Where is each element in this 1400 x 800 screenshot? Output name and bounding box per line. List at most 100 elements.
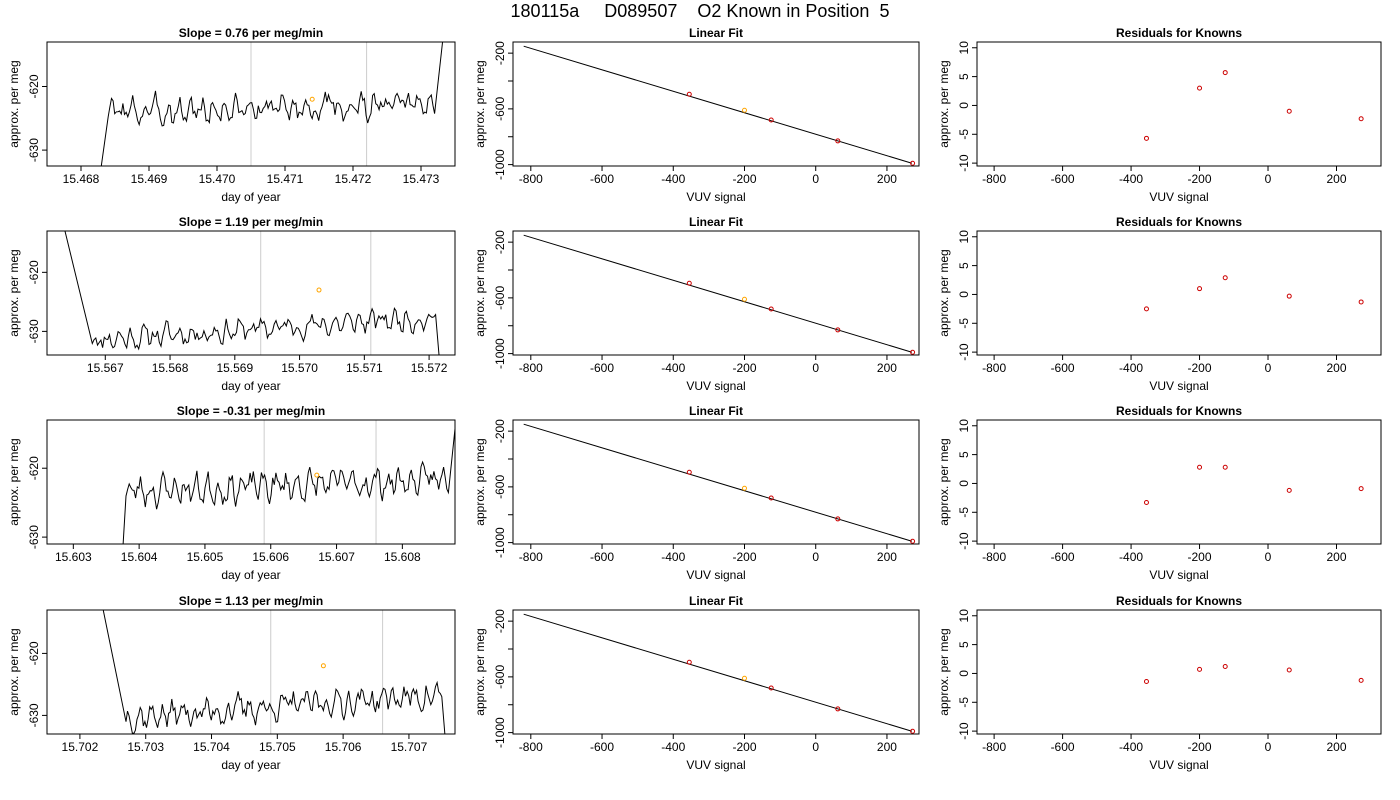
y-axis-label: approx. per meg <box>473 249 487 336</box>
y-axis-label: approx. per meg <box>937 249 951 336</box>
highlight-point <box>309 96 315 102</box>
data-point <box>1358 299 1364 305</box>
x-tick-label: 15.571 <box>346 361 383 375</box>
x-tick-label: 0 <box>812 361 819 375</box>
x-axis-label: VUV signal <box>686 568 745 582</box>
y-axis-label: approx. per meg <box>473 438 487 525</box>
x-tick-label: -800 <box>519 550 543 564</box>
chart-panel: Slope = 0.76 per meg/min 15.468 15.469 15.4… <box>7 26 456 204</box>
data-point <box>1358 486 1364 492</box>
data-point <box>1197 464 1203 470</box>
data-point <box>741 296 747 302</box>
x-axis-label: VUV signal <box>686 190 745 204</box>
data-point <box>1197 286 1203 292</box>
plot-frame <box>46 230 456 356</box>
y-tick-label: -5 <box>957 697 971 708</box>
y-tick-label: 5 <box>957 73 971 80</box>
y-tick-label: 10 <box>957 41 971 55</box>
x-tick-label: 200 <box>1326 361 1346 375</box>
data-point <box>835 138 841 144</box>
x-tick-label: 15.570 <box>281 361 318 375</box>
y-tick-label: -1000 <box>493 717 507 748</box>
y-tick-label: -620 <box>27 74 41 98</box>
y-tick-label: -600 <box>493 475 507 499</box>
y-tick-label: 10 <box>957 419 971 433</box>
x-tick-label: -800 <box>519 740 543 754</box>
data-point <box>1197 666 1203 672</box>
chart-panel: Linear Fit -800 -600 -400 -200 0 200 VUV signal… <box>473 594 920 772</box>
x-tick-label: -400 <box>1119 550 1143 564</box>
data-point <box>835 516 841 522</box>
data-point <box>768 117 774 123</box>
x-tick-label: 0 <box>812 740 819 754</box>
x-axis-label: VUV signal <box>1149 190 1208 204</box>
chart-title: Linear Fit <box>689 215 743 229</box>
x-tick-label: 200 <box>877 550 897 564</box>
data-point <box>1286 108 1292 114</box>
x-tick-label: -600 <box>590 361 614 375</box>
y-tick-label: 0 <box>957 670 971 677</box>
x-tick-label: -200 <box>732 550 756 564</box>
plot-frame <box>512 230 920 356</box>
x-tick-label: 15.606 <box>252 550 289 564</box>
data-point <box>910 349 916 355</box>
data-point <box>741 675 747 681</box>
data-point <box>910 728 916 734</box>
y-tick-label: -200 <box>493 419 507 443</box>
x-tick-label: 15.572 <box>411 361 448 375</box>
y-tick-label: -10 <box>957 532 971 550</box>
data-point <box>1143 499 1149 505</box>
x-tick-label: 15.569 <box>216 361 253 375</box>
x-tick-label: 0 <box>812 172 819 186</box>
x-tick-label: 15.471 <box>267 172 304 186</box>
chart-title: Residuals for Knowns <box>1116 404 1242 418</box>
x-axis-label: day of year <box>221 379 280 393</box>
data-trace <box>64 231 440 355</box>
chart-panel: Slope = 1.13 per meg/min 15.702 15.703 15.7… <box>7 594 456 772</box>
plot-frame <box>46 41 456 167</box>
chart-panel: Linear Fit -800 -600 -400 -200 0 200 VUV signal… <box>473 215 920 393</box>
plot-frame <box>976 41 1382 167</box>
plot-frame <box>46 419 456 545</box>
chart-panel: Linear Fit -800 -600 -400 -200 0 200 VUV signal… <box>473 404 920 582</box>
x-tick-label: 200 <box>877 361 897 375</box>
data-point <box>686 469 692 475</box>
data-point <box>1197 85 1203 91</box>
chart-panel: Residuals for Knowns -800 -600 -400 -200 0 200… <box>937 594 1382 772</box>
data-point <box>741 107 747 113</box>
x-tick-label: 15.707 <box>391 740 428 754</box>
chart-title: Residuals for Knowns <box>1116 26 1242 40</box>
data-point <box>1222 464 1228 470</box>
x-tick-label: 15.608 <box>384 550 421 564</box>
data-point <box>1143 135 1149 141</box>
x-tick-label: -200 <box>1188 550 1212 564</box>
x-tick-label: 15.473 <box>403 172 440 186</box>
x-tick-label: -800 <box>519 172 543 186</box>
y-tick-label: -620 <box>27 260 41 284</box>
x-tick-label: 15.604 <box>121 550 158 564</box>
y-tick-label: -1000 <box>493 527 507 558</box>
data-point <box>1286 667 1292 673</box>
x-tick-label: -200 <box>1188 172 1212 186</box>
x-tick-label: -200 <box>732 361 756 375</box>
x-axis-label: day of year <box>221 758 280 772</box>
data-point <box>741 485 747 491</box>
x-axis-label: day of year <box>221 568 280 582</box>
plot-frame <box>512 419 920 545</box>
x-tick-label: -800 <box>982 550 1006 564</box>
x-tick-label: 200 <box>1326 740 1346 754</box>
y-tick-label: 10 <box>957 230 971 244</box>
x-axis-label: VUV signal <box>1149 379 1208 393</box>
x-tick-label: 15.703 <box>127 740 164 754</box>
chart-title: Slope = 1.19 per meg/min <box>179 215 323 229</box>
data-point <box>1286 487 1292 493</box>
x-tick-label: 15.470 <box>199 172 236 186</box>
x-tick-label: -400 <box>661 172 685 186</box>
x-tick-label: -800 <box>982 740 1006 754</box>
chart-panel: Slope = -0.31 per meg/min 15.603 15.604 15.… <box>7 404 456 582</box>
x-tick-label: -600 <box>1051 172 1075 186</box>
x-tick-label: 200 <box>1326 172 1346 186</box>
chart-panel: Residuals for Knowns -800 -600 -400 -200 0 200… <box>937 26 1382 204</box>
x-axis-label: VUV signal <box>686 379 745 393</box>
